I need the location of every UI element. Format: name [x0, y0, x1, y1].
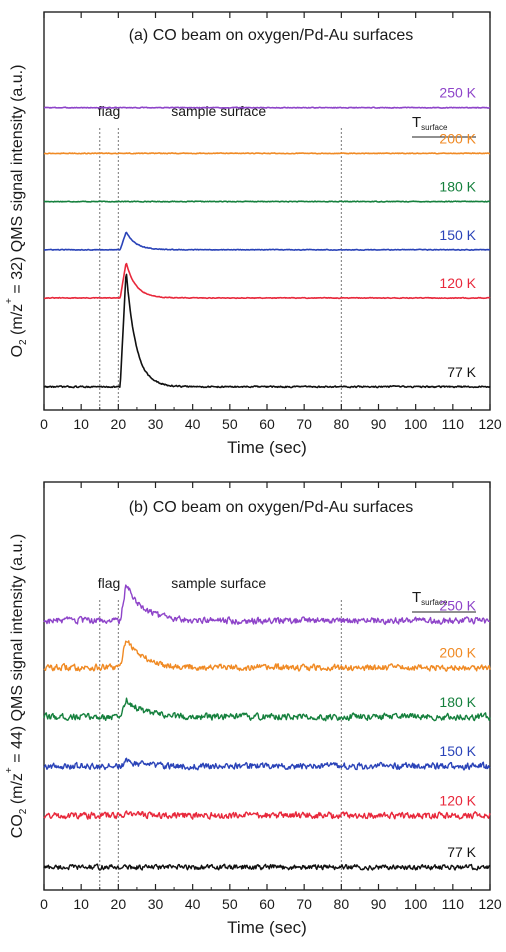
x-tick-label-120: 120 [478, 416, 502, 432]
x-tick-label-10: 10 [73, 896, 89, 912]
series-label-250k: 250 K [439, 598, 476, 614]
x-tick-label-100: 100 [404, 896, 428, 912]
x-tick-label-30: 30 [148, 416, 164, 432]
x-tick-label-60: 60 [259, 896, 275, 912]
chart-panel-a: (a) CO beam on oxygen/Pd-Au surfaces flag… [4, 11, 502, 457]
series-label-200k: 200 K [439, 645, 476, 661]
annotation-sample-surface: sample surface [171, 575, 266, 591]
annotation-sample-surface: sample surface [171, 103, 266, 119]
series-label-150k: 150 K [439, 743, 476, 759]
x-tick-label-20: 20 [111, 416, 127, 432]
series-label-120k: 120 K [439, 792, 476, 808]
x-tick-label-20: 20 [111, 896, 127, 912]
series-label-120k: 120 K [439, 275, 476, 291]
x-tick-label-10: 10 [73, 416, 89, 432]
chart-panel-b: (b) CO beam on oxygen/Pd-Au surfaces flag… [4, 481, 502, 937]
series-line-150k [43, 231, 491, 251]
y-axis-label: O2 (m/z+ = 32) QMS signal intensity (a.u… [4, 65, 29, 358]
x-tick-label-30: 30 [148, 896, 164, 912]
series-line-180k [43, 200, 491, 203]
series-label-200k: 200 K [439, 130, 476, 146]
series-line-200k [43, 640, 491, 672]
series-line-250k [43, 584, 491, 626]
series-label-77k: 77 K [447, 364, 476, 380]
x-tick-label-50: 50 [222, 416, 238, 432]
y-axis-label: CO2 (m/z+ = 44) QMS signal intensity (a.… [4, 534, 29, 838]
series-label-250k: 250 K [439, 85, 476, 101]
series-label-180k: 180 K [439, 694, 476, 710]
series-label-150k: 150 K [439, 227, 476, 243]
x-tick-label-90: 90 [371, 416, 387, 432]
x-tick-label-70: 70 [296, 896, 312, 912]
x-tick-label-120: 120 [478, 896, 502, 912]
series-line-77k [43, 863, 491, 871]
series-line-250k [43, 106, 491, 109]
x-tick-label-50: 50 [222, 896, 238, 912]
x-tick-label-90: 90 [371, 896, 387, 912]
x-tick-label-110: 110 [442, 416, 465, 432]
plot-frame [43, 481, 491, 891]
series-line-120k [43, 262, 491, 300]
x-axis-label: Time (sec) [227, 918, 307, 937]
x-tick-label-80: 80 [334, 416, 350, 432]
series-line-200k [43, 152, 491, 155]
x-tick-label-100: 100 [404, 416, 428, 432]
legend-title: Tsurface [412, 114, 448, 132]
annotation-flag: flag [98, 575, 121, 591]
x-tick-label-40: 40 [185, 896, 201, 912]
chart-title: (a) CO beam on oxygen/Pd-Au surfaces [129, 27, 414, 44]
x-tick-label-40: 40 [185, 416, 201, 432]
series-label-180k: 180 K [439, 179, 476, 195]
series-line-180k [43, 697, 491, 722]
series-line-77k [43, 273, 491, 389]
plot-frame [43, 11, 491, 411]
annotation-flag: flag [98, 103, 121, 119]
legend-title: Tsurface [412, 589, 448, 607]
x-tick-label-0: 0 [40, 416, 48, 432]
x-axis-label: Time (sec) [227, 438, 307, 457]
x-tick-label-70: 70 [296, 416, 312, 432]
series-line-150k [43, 757, 491, 771]
chart-title: (b) CO beam on oxygen/Pd-Au surfaces [129, 499, 414, 516]
x-tick-label-60: 60 [259, 416, 275, 432]
x-tick-label-80: 80 [334, 896, 350, 912]
series-line-120k [43, 810, 491, 820]
series-label-77k: 77 K [447, 844, 476, 860]
x-tick-label-110: 110 [442, 896, 465, 912]
x-tick-label-0: 0 [40, 896, 48, 912]
